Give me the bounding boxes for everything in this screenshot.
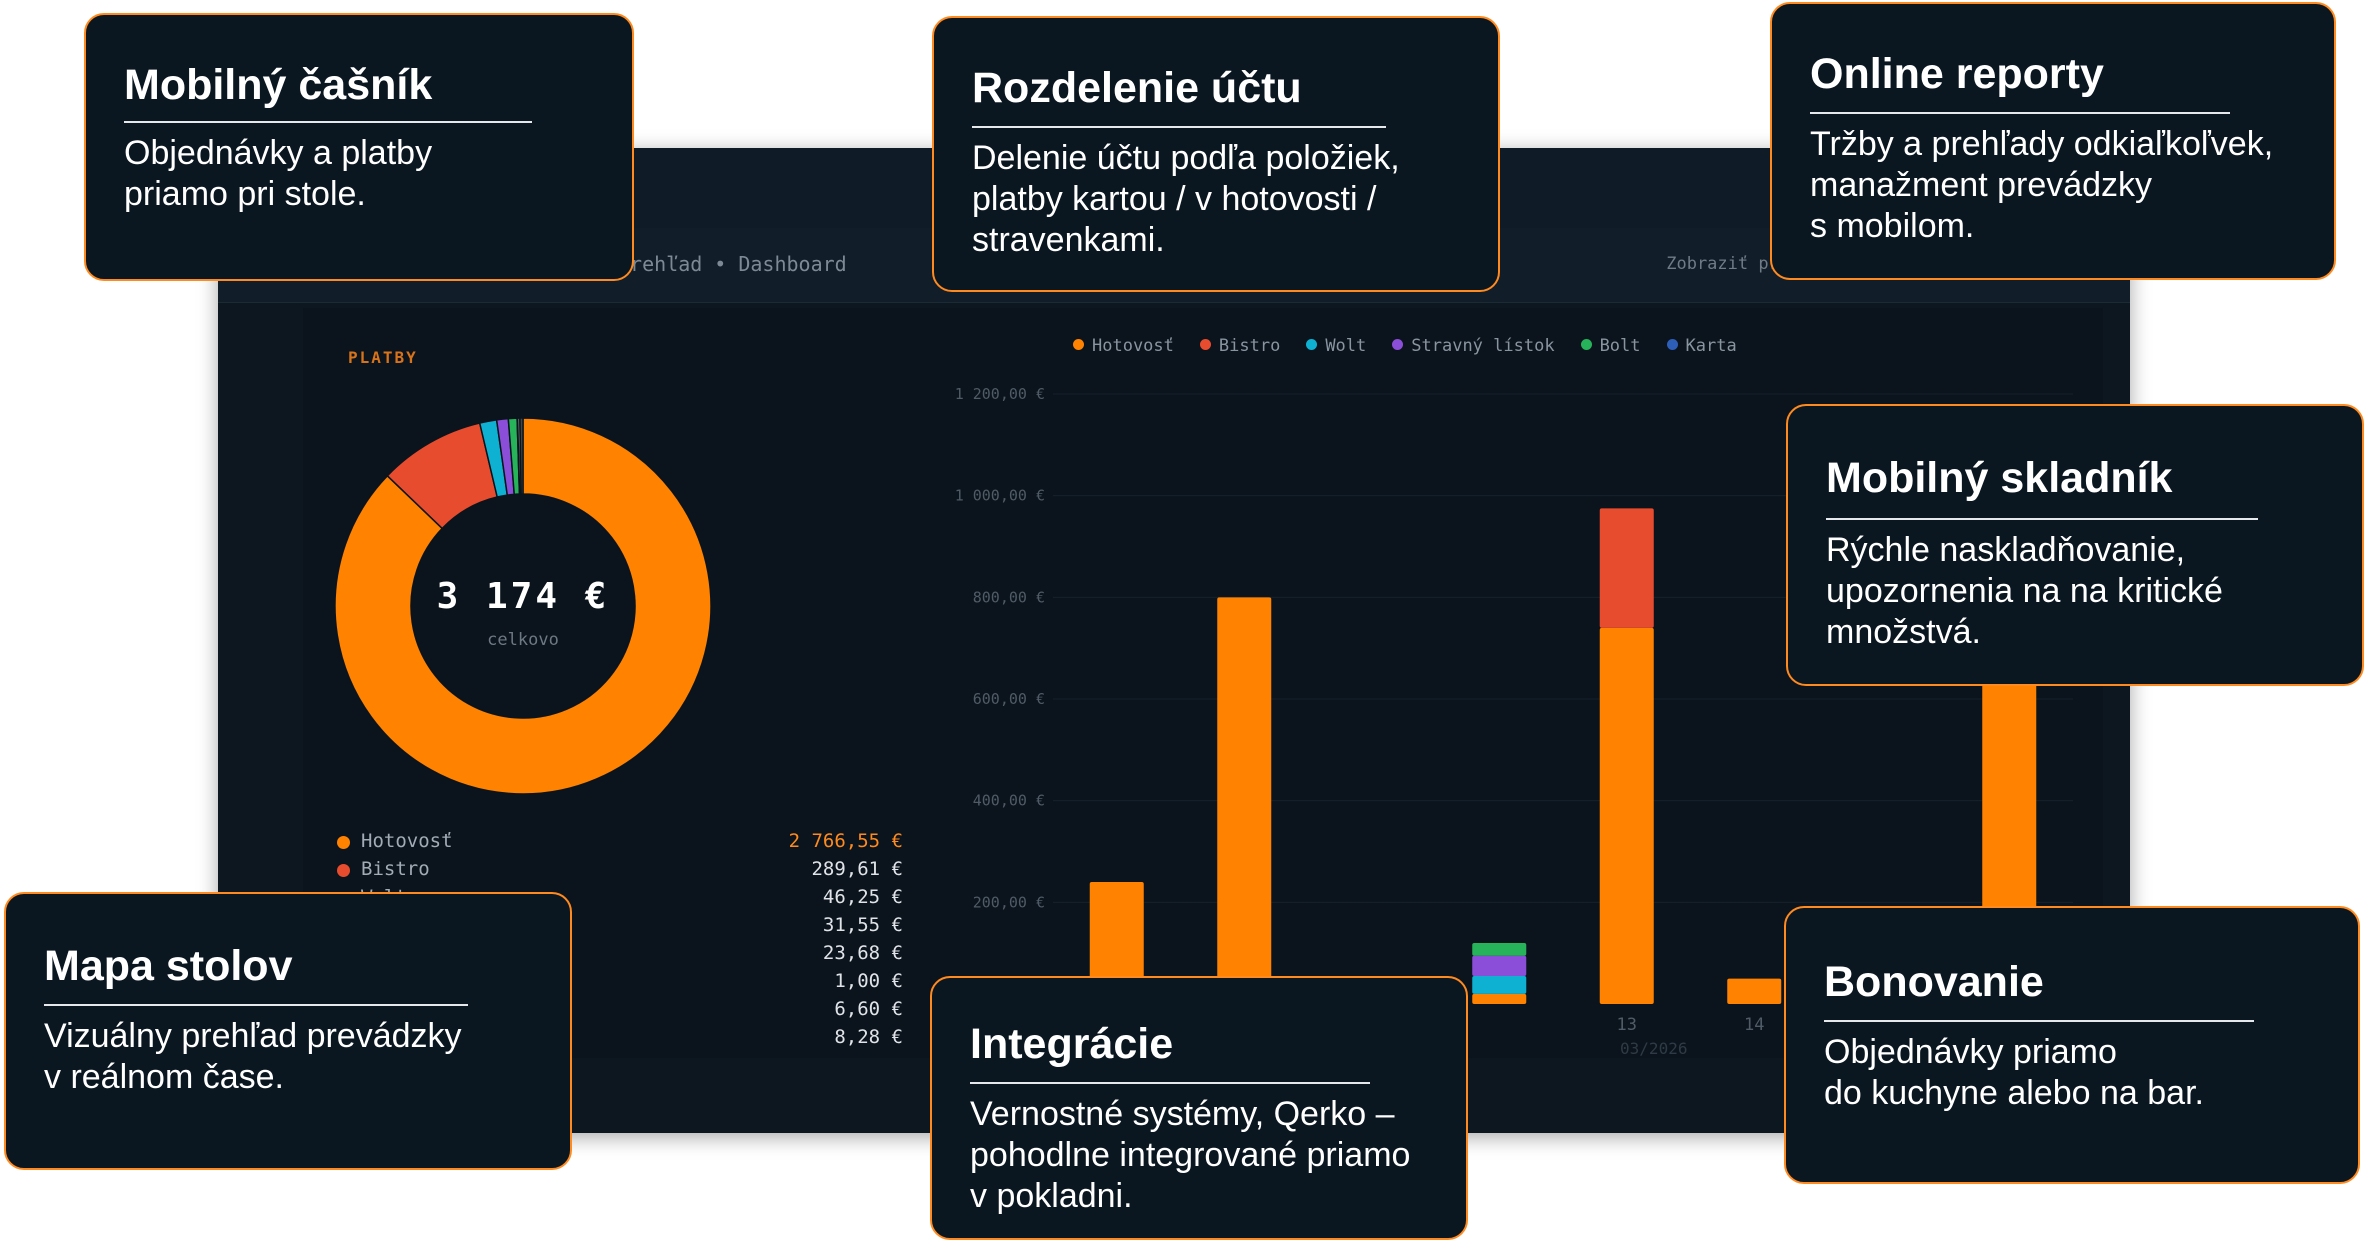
chart-legend-item[interactable]: Hotovosť xyxy=(1073,336,1174,356)
chart-legend-dot xyxy=(1199,339,1211,350)
card-description: Tržby a prehľady odkiaľkoľvek, manažment… xyxy=(1810,125,2274,245)
y-tick-label: 1 000,00 € xyxy=(955,487,1045,505)
bar-segment[interactable] xyxy=(1727,978,1782,1004)
payments-panel-title: PLATBY xyxy=(348,348,418,367)
card-online-reports: Online reporty Tržby a prehľady odkiaľko… xyxy=(1770,2,2336,280)
legend-label: Bistro xyxy=(361,858,430,880)
card-integrations: Integrácie Vernostné systémy, Qerko – po… xyxy=(930,976,1468,1240)
breadcrumb-item-dashboard[interactable]: Dashboard xyxy=(738,252,847,276)
x-axis-caption: 03/2026 xyxy=(1620,1039,1687,1058)
legend-value: 8,28 € xyxy=(834,1026,903,1048)
legend-row: 6,60 € xyxy=(333,996,903,1024)
chart-legend-label: Hotovosť xyxy=(1092,336,1174,356)
bar-segment[interactable] xyxy=(1599,627,1654,1004)
chart-legend-item[interactable]: Stravný lístok xyxy=(1392,336,1555,356)
card-table-map: Mapa stolov Vizuálny prehľad prevádzky v… xyxy=(4,892,572,1170)
y-tick-label: 600,00 € xyxy=(973,690,1045,708)
card-description: Vernostné systémy, Qerko – pohodlne inte… xyxy=(970,1095,1411,1215)
card-divider xyxy=(124,121,532,123)
breadcrumb: Prehľad • Dashboard xyxy=(618,252,847,276)
x-tick-label: 13 xyxy=(1617,1015,1637,1035)
y-tick-label: 400,00 € xyxy=(973,792,1045,810)
y-tick-label: 200,00 € xyxy=(973,893,1045,911)
chart-legend-dot xyxy=(1073,339,1084,350)
card-divider xyxy=(1824,1020,2254,1022)
payments-donut-chart: 3 174 € celkovo xyxy=(333,416,713,796)
chart-legend-item[interactable]: Bolt xyxy=(1580,336,1641,356)
card-title: Mobilný čašník xyxy=(124,61,433,109)
chart-legend-label: Bistro xyxy=(1218,336,1281,356)
card-divider xyxy=(972,126,1386,128)
legend-dot xyxy=(337,864,350,877)
chart-legend-dot xyxy=(1666,339,1678,350)
y-tick-label: 800,00 € xyxy=(973,588,1045,606)
card-title: Mobilný skladník xyxy=(1826,454,2173,502)
card-ticketing: Bonovanie Objednávky priamo do kuchyne a… xyxy=(1784,906,2360,1184)
legend-value: 1,00 € xyxy=(834,970,903,992)
bar-segment[interactable] xyxy=(1599,508,1654,628)
legend-row: 8,28 € xyxy=(333,1024,903,1052)
card-title: Online reporty xyxy=(1810,50,2104,98)
bar-segment[interactable] xyxy=(1089,882,1144,1004)
card-title: Rozdelenie účtu xyxy=(972,64,1302,112)
donut-subtitle: celkovo xyxy=(487,630,559,650)
chart-legend-dot xyxy=(1306,339,1318,350)
chart-legend-dot xyxy=(1392,339,1404,350)
card-divider xyxy=(1826,518,2258,520)
legend-row: Hotovosť 2 766,55 € xyxy=(333,828,903,856)
bar-segment[interactable] xyxy=(1472,955,1527,977)
chart-legend-dot xyxy=(1580,339,1592,350)
legend-row: 1,00 € xyxy=(333,968,903,996)
card-bill-split: Rozdelenie účtu Delenie účtu podľa polož… xyxy=(932,16,1500,292)
donut-svg xyxy=(334,417,712,795)
card-description: Vizuálny prehľad prevádzky v reálnom čas… xyxy=(44,1017,462,1096)
legend-value: 23,68 € xyxy=(822,942,903,964)
bar-chart-legend: Hotovosť Bistro Wolt Stravný lístok Bolt Kart… xyxy=(1073,336,1763,356)
legend-value: 289,61 € xyxy=(811,858,903,880)
chart-legend-item[interactable]: Bistro xyxy=(1199,336,1281,356)
donut-center: 3 174 € celkovo xyxy=(333,416,713,796)
chart-legend-label: Karta xyxy=(1685,336,1737,356)
donut-slice[interactable] xyxy=(519,417,524,495)
card-description: Delenie účtu podľa položiek, platby kart… xyxy=(972,139,1400,259)
legend-value: 31,55 € xyxy=(822,914,903,936)
legend-value: 46,25 € xyxy=(822,886,903,908)
legend-row: Bistro 289,61 € xyxy=(333,856,903,884)
bar-segment[interactable] xyxy=(1472,976,1527,994)
card-description: Objednávky priamo do kuchyne alebo na ba… xyxy=(1824,1033,2204,1112)
legend-label: Hotovosť xyxy=(361,830,453,852)
card-mobile-waiter: Mobilný čašník Objednávky a platby priam… xyxy=(84,13,634,281)
card-description: Rýchle naskladňovanie, upozornenia na na… xyxy=(1826,531,2223,651)
legend-row: 23,68 € xyxy=(333,940,903,968)
chart-legend-label: Bolt xyxy=(1599,336,1641,356)
card-divider xyxy=(44,1004,468,1006)
chart-legend-item[interactable]: Wolt xyxy=(1306,336,1366,356)
donut-total: 3 174 € xyxy=(436,576,610,617)
bar-segment[interactable] xyxy=(1472,993,1527,1004)
card-divider xyxy=(970,1082,1370,1084)
card-title: Bonovanie xyxy=(1824,958,2044,1006)
card-description: Objednávky a platby priamo pri stole. xyxy=(124,134,433,213)
chart-legend-label: Wolt xyxy=(1325,336,1367,356)
bar-segment[interactable] xyxy=(1472,943,1527,956)
legend-value: 2 766,55 € xyxy=(788,830,903,852)
chart-legend-label: Stravný lístok xyxy=(1411,336,1555,356)
x-tick-label: 14 xyxy=(1744,1015,1764,1035)
card-divider xyxy=(1810,112,2230,114)
y-tick-label: 1 200,00 € xyxy=(955,385,1045,403)
card-mobile-warehouse: Mobilný skladník Rýchle naskladňovanie, … xyxy=(1786,404,2364,686)
card-title: Mapa stolov xyxy=(44,942,293,990)
donut-slice[interactable] xyxy=(334,417,712,795)
legend-row: 31,55 € xyxy=(333,912,903,940)
chart-legend-item[interactable]: Karta xyxy=(1666,336,1737,356)
legend-value: 6,60 € xyxy=(834,998,903,1020)
legend-dot xyxy=(337,836,350,849)
card-title: Integrácie xyxy=(970,1020,1174,1068)
bar-segment[interactable] xyxy=(1217,597,1272,1004)
